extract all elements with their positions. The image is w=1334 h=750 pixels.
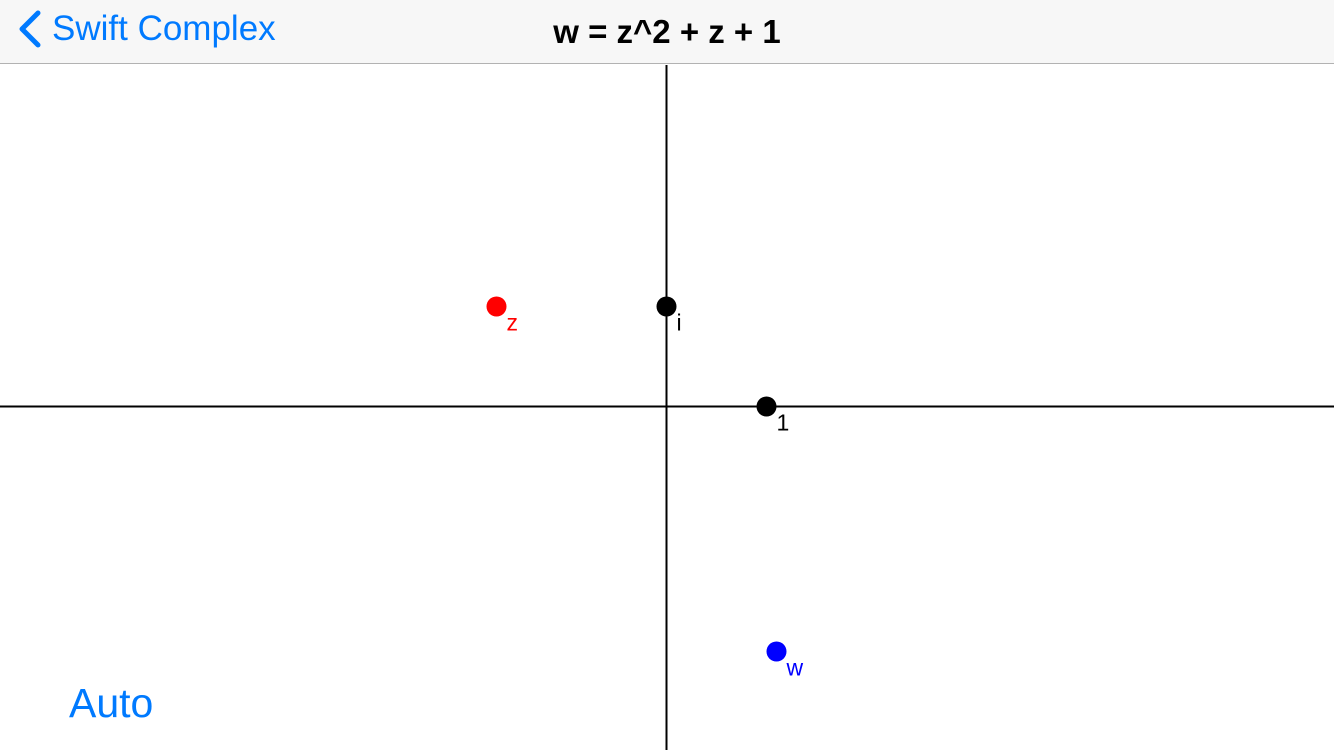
point-z-label: z <box>507 310 519 336</box>
chevron-left-stroke <box>19 10 41 48</box>
point-w-marker <box>766 641 787 662</box>
point-one-marker <box>756 396 777 417</box>
point-w-label: w <box>786 655 804 681</box>
back-button[interactable]: Swift Complex <box>14 7 276 51</box>
point-z-handle[interactable] <box>486 296 507 317</box>
page-title: w = z^2 + z + 1 <box>553 13 781 50</box>
point-i-marker <box>656 296 677 317</box>
complex-plane[interactable]: i 1 z w <box>0 65 1334 750</box>
chevron-left-icon <box>19 10 41 48</box>
point-i-label: i <box>677 310 682 336</box>
navigation-bar: Swift Complex w = z^2 + z + 1 <box>0 0 1334 64</box>
complex-plane-canvas[interactable]: i 1 z w <box>0 65 1334 750</box>
back-button-label: Swift Complex <box>52 9 276 48</box>
auto-button[interactable]: Auto <box>69 680 154 726</box>
point-one-label: 1 <box>777 410 790 436</box>
